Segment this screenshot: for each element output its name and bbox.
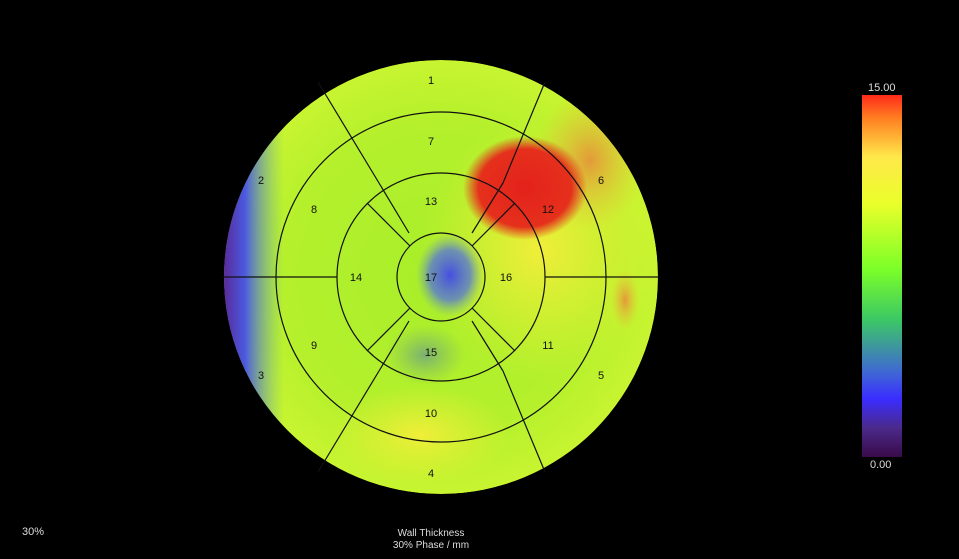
segment-16-label: 16 bbox=[500, 272, 512, 284]
segment-3-label: 3 bbox=[258, 370, 264, 382]
segment-7-label: 7 bbox=[428, 136, 434, 148]
segment-2-label: 2 bbox=[258, 175, 264, 187]
segment-1-label: 1 bbox=[428, 75, 434, 87]
colorbar bbox=[862, 95, 902, 457]
segment-9-label: 9 bbox=[311, 340, 317, 352]
segment-6-label: 6 bbox=[598, 175, 604, 187]
segment-8-label: 8 bbox=[311, 204, 317, 216]
segment-grid bbox=[223, 81, 659, 473]
segment-10-label: 10 bbox=[425, 408, 437, 420]
map-caption: Wall Thickness 30% Phase / mm bbox=[331, 528, 531, 552]
segment-4-label: 4 bbox=[428, 468, 434, 480]
segment-13-label: 13 bbox=[425, 196, 437, 208]
segment-11-label: 11 bbox=[542, 340, 553, 352]
segment-14-label: 14 bbox=[350, 272, 362, 284]
map-subtitle: 30% Phase / mm bbox=[392, 540, 470, 551]
segment-5-label: 5 bbox=[598, 370, 604, 382]
map-title: Wall Thickness bbox=[397, 528, 465, 539]
phase-percent-label: 30% bbox=[22, 526, 45, 538]
segment-17-label: 17 bbox=[425, 272, 437, 284]
colorbar-max-label: 15.00 bbox=[868, 82, 896, 94]
segment-15-label: 15 bbox=[425, 347, 437, 359]
colorbar-min-label: 0.00 bbox=[870, 459, 892, 471]
segment-12-label: 12 bbox=[542, 204, 554, 216]
